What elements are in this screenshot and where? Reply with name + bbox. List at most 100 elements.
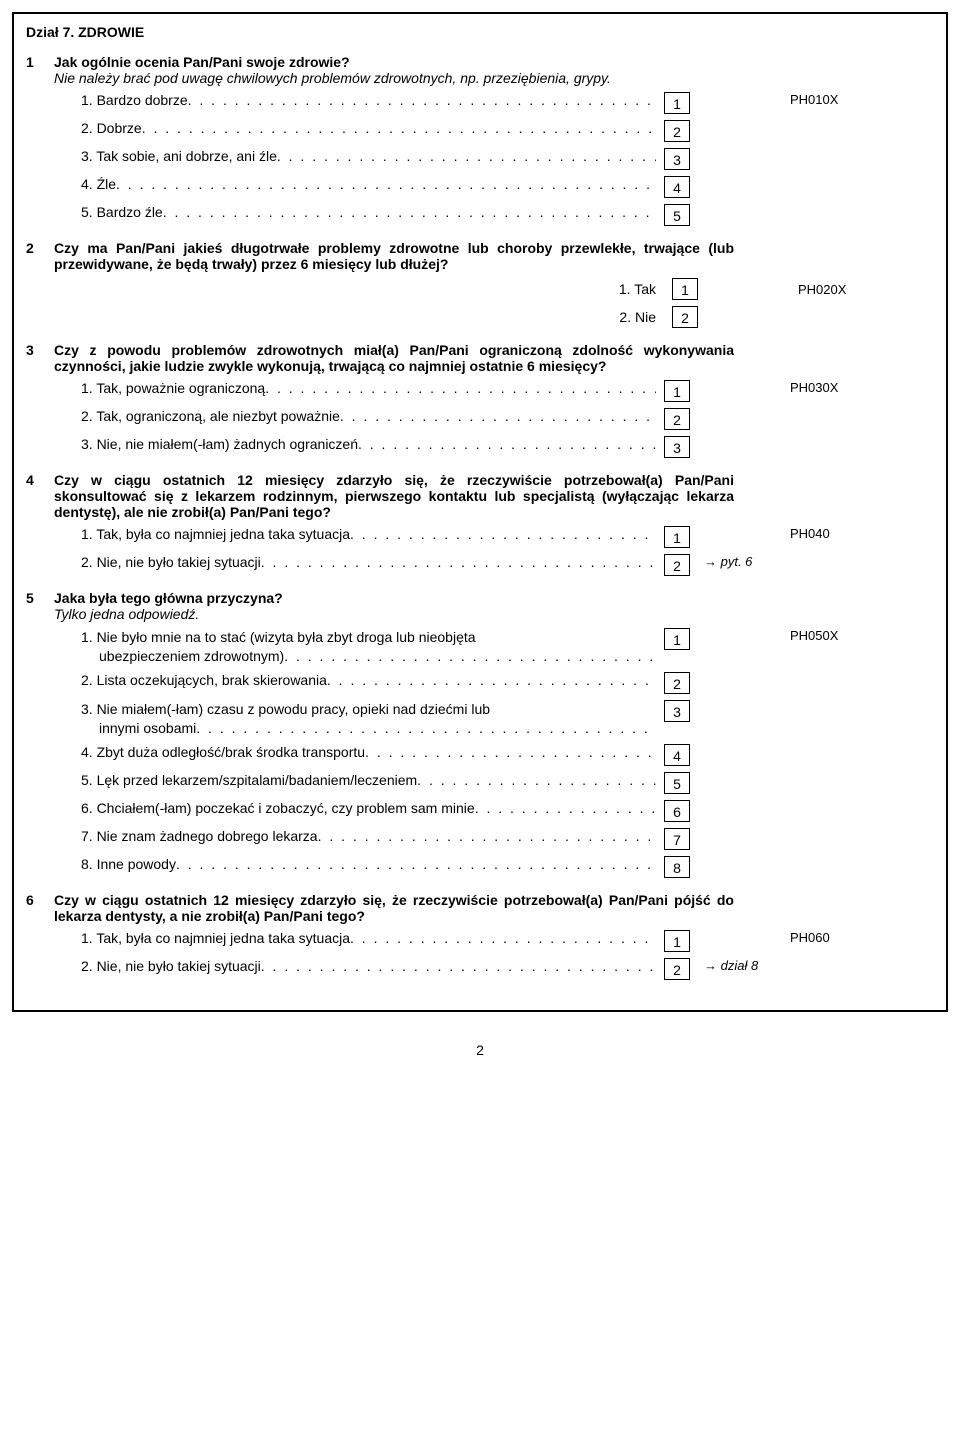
q3-opt1-box[interactable]: 1: [664, 380, 690, 402]
dots: . . . . . . . . . . . . . . . . . . . . …: [340, 408, 656, 424]
q5-opt-2: 2. Lista oczekujących, brak skierowania …: [26, 672, 934, 694]
q1-opt3-label: 3. Tak sobie, ani dobrze, ani źle: [81, 148, 277, 164]
q2-number: 2: [26, 240, 54, 256]
q1-text: Jak ogólnie ocenia Pan/Pani swoje zdrowi…: [54, 54, 934, 86]
q3-opt-2: 2. Tak, ograniczoną, ale niezbyt poważni…: [26, 408, 934, 430]
dots: . . . . . . . . . . . . . . . . . . . . …: [142, 120, 656, 136]
dots: . . . . . . . . . . . . . . . . . . . . …: [261, 554, 656, 570]
dots: . . . . . . . . . . . . . . . . . . . . …: [196, 719, 656, 738]
q5-opt2-box[interactable]: 2: [664, 672, 690, 694]
q2-text: Czy ma Pan/Pani jakieś długotrwałe probl…: [54, 240, 934, 272]
dots: . . . . . . . . . . . . . . . . . . . . …: [116, 176, 656, 192]
question-2: 2 Czy ma Pan/Pani jakieś długotrwałe pro…: [26, 240, 934, 328]
q2-code: PH020X: [792, 282, 934, 297]
q5-code: PH050X: [784, 628, 934, 643]
q5-opt-7: 7. Nie znam żadnego dobrego lekarza . . …: [26, 828, 934, 850]
question-6: 6 Czy w ciągu ostatnich 12 miesięcy zdar…: [26, 892, 934, 980]
q3-opt2-label: 2. Tak, ograniczoną, ale niezbyt poważni…: [81, 408, 340, 424]
q5-opt3-box[interactable]: 3: [664, 700, 690, 722]
q4-number: 4: [26, 472, 54, 488]
dots: . . . . . . . . . . . . . . . . . . . . …: [176, 856, 656, 872]
q5-opt5-label: 5. Lęk przed lekarzem/szpitalami/badanie…: [81, 772, 417, 788]
q1-code: PH010X: [784, 92, 934, 107]
q3-text: Czy z powodu problemów zdrowotnych miał(…: [54, 342, 934, 374]
q5-opt7-label: 7. Nie znam żadnego dobrego lekarza: [81, 828, 318, 844]
section-title: Dział 7. ZDROWIE: [26, 24, 934, 40]
q3-opt-3: 3. Nie, nie miałem(-łam) żadnych ogranic…: [26, 436, 934, 458]
q5-opt-6: 6. Chciałem(-łam) poczekać i zobaczyć, c…: [26, 800, 934, 822]
q1-main: Jak ogólnie ocenia Pan/Pani swoje zdrowi…: [54, 54, 350, 70]
question-5: 5 Jaka była tego główna przyczyna? Tylko…: [26, 590, 934, 878]
dots: . . . . . . . . . . . . . . . . . . . . …: [358, 436, 656, 452]
q5-opt4-label: 4. Zbyt duża odległość/brak środka trans…: [81, 744, 365, 760]
q5-opt7-box[interactable]: 7: [664, 828, 690, 850]
dots: . . . . . . . . . . . . . . . . . . . . …: [417, 772, 656, 788]
q5-opt1-l1: 1. Nie było mnie na to stać (wizyta była…: [81, 628, 656, 647]
q4-code: PH040: [784, 526, 934, 541]
q2-ans2-box[interactable]: 2: [672, 306, 698, 328]
q2-ans1-label: 1. Tak: [81, 281, 664, 297]
q5-opt8-box[interactable]: 8: [664, 856, 690, 878]
q1-opt5-label: 5. Bardzo źle: [81, 204, 163, 220]
q6-code: PH060: [784, 930, 934, 945]
q5-opt6-box[interactable]: 6: [664, 800, 690, 822]
q1-opt5-box[interactable]: 5: [664, 204, 690, 226]
q4-opt1-box[interactable]: 1: [664, 526, 690, 548]
q2-ans2-label: 2. Nie: [81, 309, 664, 325]
q4-opt-1: 1. Tak, była co najmniej jedna taka sytu…: [26, 526, 934, 548]
q1-opt-5: 5. Bardzo źle . . . . . . . . . . . . . …: [26, 204, 934, 226]
q6-number: 6: [26, 892, 54, 908]
q1-opt1-box[interactable]: 1: [664, 92, 690, 114]
dots: . . . . . . . . . . . . . . . . . . . . …: [475, 800, 656, 816]
q5-opt-3: 3. Nie miałem(-łam) czasu z powodu pracy…: [26, 700, 934, 738]
q1-opt-2: 2. Dobrze . . . . . . . . . . . . . . . …: [26, 120, 934, 142]
q1-opt2-box[interactable]: 2: [664, 120, 690, 142]
q5-opt2-label: 2. Lista oczekujących, brak skierowania: [81, 672, 327, 688]
q5-opt-1: 1. Nie było mnie na to stać (wizyta była…: [26, 628, 934, 666]
q4-opt2-box[interactable]: 2: [664, 554, 690, 576]
q1-opt2-label: 2. Dobrze: [81, 120, 142, 136]
q6-opt1-label: 1. Tak, była co najmniej jedna taka sytu…: [81, 930, 350, 946]
dots: . . . . . . . . . . . . . . . . . . . . …: [277, 148, 656, 164]
q6-opt-1: 1. Tak, była co najmniej jedna taka sytu…: [26, 930, 934, 952]
q3-opt3-box[interactable]: 3: [664, 436, 690, 458]
dots: . . . . . . . . . . . . . . . . . . . . …: [284, 647, 656, 666]
dots: . . . . . . . . . . . . . . . . . . . . …: [188, 92, 656, 108]
q2-ans-1: 1. Tak 1 PH020X: [26, 278, 934, 300]
form-container: Dział 7. ZDROWIE 1 Jak ogólnie ocenia Pa…: [12, 12, 948, 1012]
q5-opt-4: 4. Zbyt duża odległość/brak środka trans…: [26, 744, 934, 766]
q1-opt-4: 4. Źle . . . . . . . . . . . . . . . . .…: [26, 176, 934, 198]
q3-opt1-label: 1. Tak, poważnie ograniczoną: [81, 380, 265, 396]
q4-opt1-label: 1. Tak, była co najmniej jedna taka sytu…: [81, 526, 350, 542]
question-3: 3 Czy z powodu problemów zdrowotnych mia…: [26, 342, 934, 458]
q1-note: Nie należy brać pod uwagę chwilowych pro…: [54, 70, 611, 86]
q6-opt2-box[interactable]: 2: [664, 958, 690, 980]
q5-opt4-box[interactable]: 4: [664, 744, 690, 766]
q6-opt2-label: 2. Nie, nie było takiej sytuacji: [81, 958, 261, 974]
q3-opt-1: 1. Tak, poważnie ograniczoną . . . . . .…: [26, 380, 934, 402]
dots: . . . . . . . . . . . . . . . . . . . . …: [318, 828, 656, 844]
dots: . . . . . . . . . . . . . . . . . . . . …: [163, 204, 656, 220]
dots: . . . . . . . . . . . . . . . . . . . . …: [327, 672, 656, 688]
q3-number: 3: [26, 342, 54, 358]
q5-main: Jaka była tego główna przyczyna?: [54, 590, 283, 606]
q1-opt-3: 3. Tak sobie, ani dobrze, ani źle . . . …: [26, 148, 934, 170]
q5-text: Jaka była tego główna przyczyna? Tylko j…: [54, 590, 934, 622]
q5-opt3-l2: innymi osobami: [99, 719, 196, 738]
q1-opt-1: 1. Bardzo dobrze . . . . . . . . . . . .…: [26, 92, 934, 114]
page-number: 2: [12, 1042, 948, 1058]
q1-opt3-box[interactable]: 3: [664, 148, 690, 170]
dots: . . . . . . . . . . . . . . . . . . . . …: [365, 744, 656, 760]
q5-note: Tylko jedna odpowiedź.: [54, 606, 199, 622]
q3-opt2-box[interactable]: 2: [664, 408, 690, 430]
q5-opt1-l2: ubezpieczeniem zdrowotnym): [99, 647, 284, 666]
q1-number: 1: [26, 54, 54, 70]
q5-opt1-box[interactable]: 1: [664, 628, 690, 650]
q2-ans1-box[interactable]: 1: [672, 278, 698, 300]
q1-opt4-box[interactable]: 4: [664, 176, 690, 198]
q5-opt5-box[interactable]: 5: [664, 772, 690, 794]
q4-skip: → pyt. 6: [698, 554, 784, 569]
dots: . . . . . . . . . . . . . . . . . . . . …: [350, 930, 656, 946]
q1-opt4-label: 4. Źle: [81, 176, 116, 192]
q6-opt1-box[interactable]: 1: [664, 930, 690, 952]
